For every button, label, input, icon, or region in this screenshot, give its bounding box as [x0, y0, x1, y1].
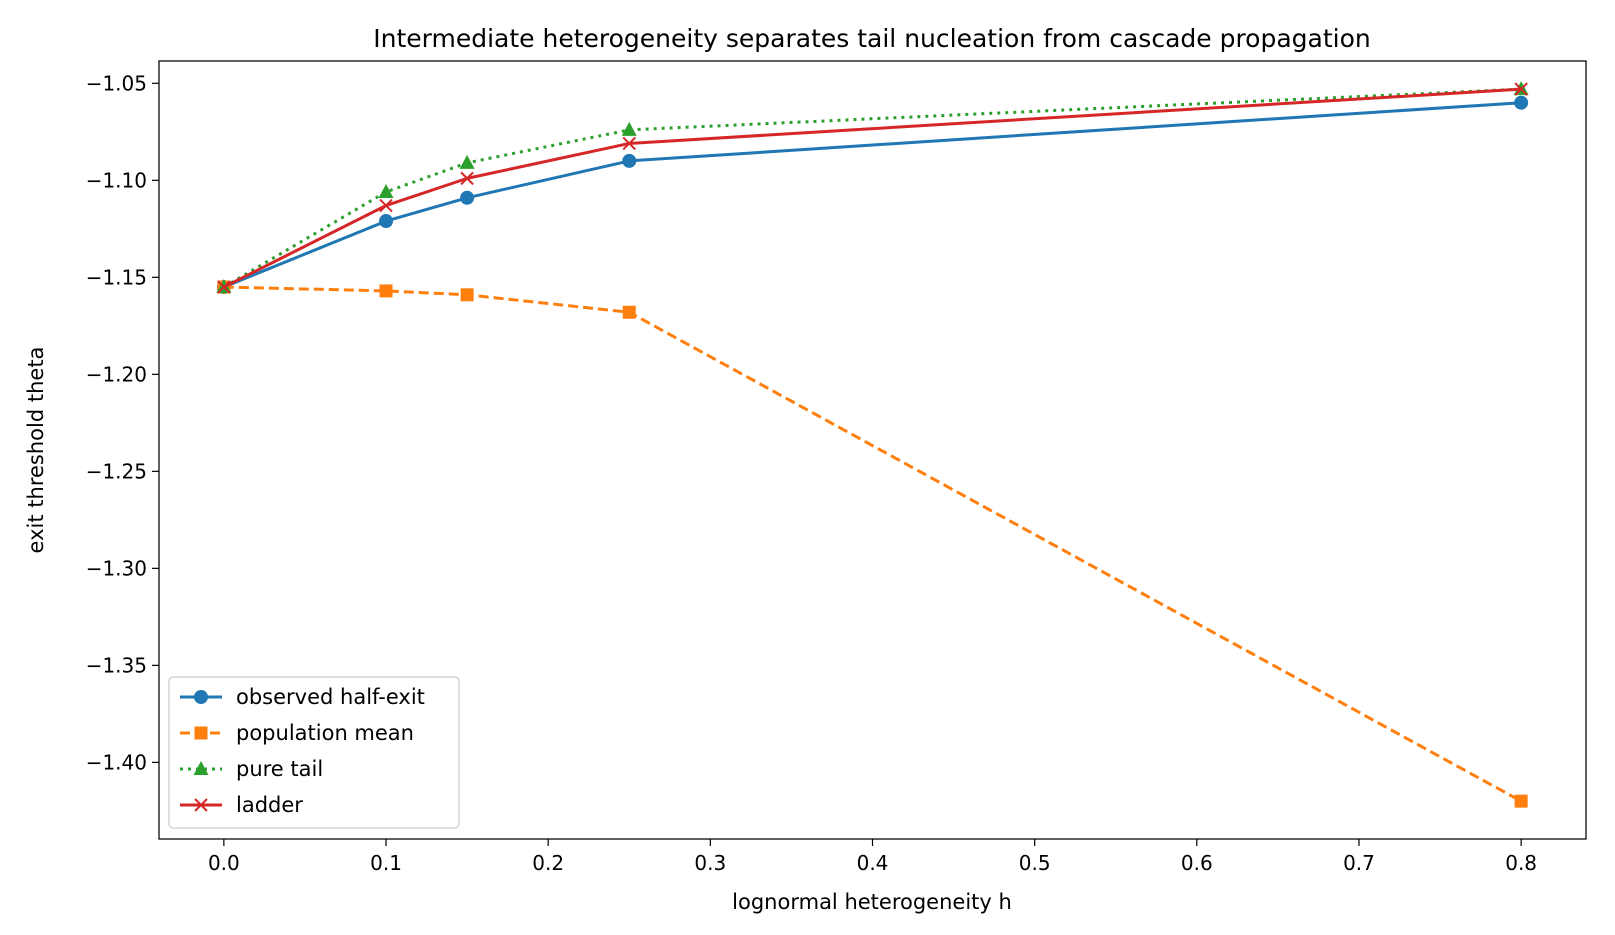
data-point	[621, 121, 637, 136]
legend-label: population mean	[236, 721, 414, 745]
legend-marker	[194, 726, 208, 740]
data-point	[1514, 95, 1529, 110]
x-tick-label: 0.6	[1181, 851, 1213, 875]
y-tick-label: −1.35	[86, 653, 147, 677]
x-axis: 0.0 0.1 0.2 0.3 0.4 0.5 0.6 0.7 0.8	[208, 839, 1537, 875]
legend-frame	[168, 676, 460, 829]
data-point	[622, 136, 636, 151]
series-line	[223, 87, 1522, 289]
x-tick-label: 0.2	[532, 851, 564, 875]
x-tick-label: 0.0	[208, 851, 240, 875]
data-point	[379, 214, 394, 229]
x-tick-label: 0.7	[1343, 851, 1375, 875]
data-point	[622, 305, 636, 319]
y-axis-label: exit threshold theta	[24, 347, 48, 554]
legend: observed half-exit population mean pure ta…	[168, 676, 460, 829]
legend-item: pure tail	[180, 757, 323, 781]
y-tick-label: −1.05	[86, 71, 147, 95]
data-point	[379, 198, 393, 213]
chart-title: Intermediate heterogeneity separates tai…	[373, 24, 1371, 53]
legend-label: observed half-exit	[236, 685, 425, 709]
legend-label: ladder	[236, 793, 303, 817]
data-point	[460, 171, 474, 186]
y-tick-label: −1.25	[86, 459, 147, 483]
data-point	[217, 280, 231, 294]
data-point	[622, 153, 637, 168]
legend-marker	[193, 761, 209, 775]
x-tick-label: 0.4	[857, 851, 889, 875]
legend-label: pure tail	[236, 757, 323, 781]
legend-item: ladder	[180, 793, 303, 817]
series-line	[223, 87, 1522, 289]
series-ladder	[217, 82, 1528, 294]
legend-item: population mean	[180, 721, 414, 745]
y-tick-label: −1.30	[86, 556, 147, 580]
data-point	[459, 154, 475, 169]
y-tick-label: −1.15	[86, 265, 147, 289]
x-axis-label: lognormal heterogeneity h	[732, 890, 1012, 914]
x-tick-label: 0.1	[370, 851, 402, 875]
data-point	[379, 284, 393, 298]
series-pure-tail	[216, 81, 1529, 294]
data-point	[1514, 82, 1528, 96]
x-tick-label: 0.5	[1019, 851, 1051, 875]
x-tick-label: 0.3	[694, 851, 726, 875]
y-axis: −1.05 −1.10 −1.15 −1.20 −1.25 −1.30 −1.35 −1.40	[86, 71, 159, 774]
x-tick-label: 0.8	[1505, 851, 1537, 875]
data-point	[378, 183, 394, 198]
data-point	[1514, 794, 1528, 808]
legend-marker	[194, 798, 208, 812]
y-tick-label: −1.10	[86, 168, 147, 192]
data-point	[460, 190, 475, 205]
data-point	[460, 288, 474, 302]
plot-area	[216, 81, 1529, 808]
y-tick-label: −1.20	[86, 362, 147, 386]
legend-marker	[194, 690, 208, 704]
legend-item: observed half-exit	[180, 685, 425, 709]
y-tick-label: −1.40	[86, 750, 147, 774]
